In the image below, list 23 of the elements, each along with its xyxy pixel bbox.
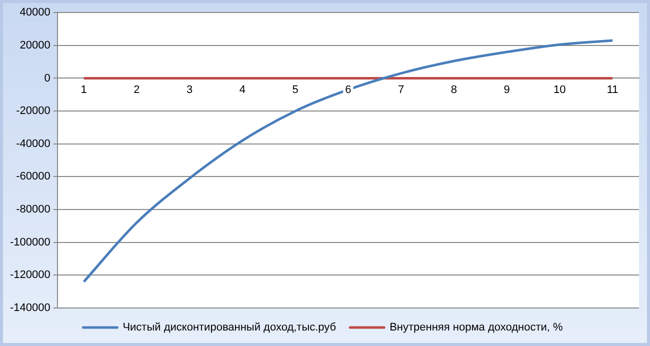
x-tick-label: 7 [398, 84, 404, 96]
y-tick-label: -80000 [16, 204, 50, 216]
x-tick-label: 6 [345, 84, 352, 96]
y-tick-label: -120000 [10, 269, 50, 282]
y-tick-label: -40000 [16, 138, 50, 150]
x-tick-label: 4 [239, 84, 246, 96]
x-tick-label: 3 [186, 84, 193, 96]
y-tick-label: 0 [44, 72, 50, 84]
y-tick-label: -140000 [10, 302, 50, 314]
x-tick-label: 11 [606, 84, 618, 96]
y-tick-label: -20000 [16, 105, 50, 118]
x-tick-label: 5 [292, 84, 298, 96]
y-tick-label: -60000 [16, 170, 50, 183]
legend-label: Внутренняя норма доходности, % [390, 322, 564, 334]
x-tick-label: 9 [504, 84, 510, 96]
legend-label: Чистый дисконтированный доход,тыс.руб [122, 322, 336, 334]
x-tick-label: 2 [134, 84, 140, 96]
x-tick-label: 10 [554, 84, 566, 96]
x-tick-label: 1 [80, 84, 87, 96]
y-tick-label: 40000 [20, 6, 50, 19]
y-tick-label: -100000 [10, 236, 50, 248]
x-tick-label: 8 [450, 84, 457, 96]
y-tick-label: 20000 [20, 39, 50, 52]
